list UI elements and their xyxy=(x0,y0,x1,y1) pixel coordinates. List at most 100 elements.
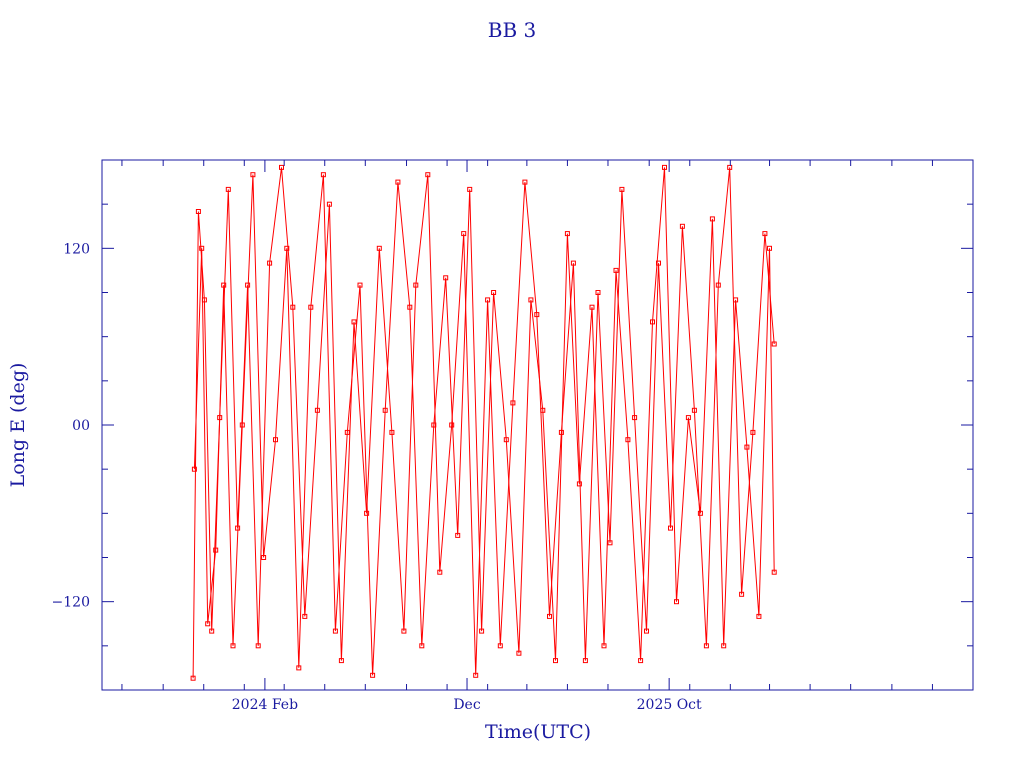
data-point xyxy=(261,555,267,560)
data-point xyxy=(662,164,667,170)
x-tick-label: 2025 Oct xyxy=(637,697,702,713)
chart-title: BB 3 xyxy=(488,18,536,42)
x-tick-label: Dec xyxy=(453,697,481,713)
data-point xyxy=(632,415,638,421)
data-point xyxy=(739,591,745,597)
data-point xyxy=(351,319,357,325)
data-point xyxy=(419,643,425,649)
data-point xyxy=(650,319,655,325)
data-point xyxy=(389,429,395,435)
y-tick-label: 120 xyxy=(63,241,90,257)
data-point xyxy=(290,304,296,310)
data-point xyxy=(302,613,308,619)
data-point xyxy=(709,216,715,222)
data-point xyxy=(638,658,644,664)
data-point xyxy=(195,209,201,214)
data-point xyxy=(239,422,245,428)
data-point xyxy=(376,245,382,251)
data-point xyxy=(619,186,625,192)
data-point xyxy=(382,407,388,413)
data-point xyxy=(338,658,344,664)
data-point xyxy=(205,621,211,627)
data-point xyxy=(255,643,261,649)
data-point xyxy=(767,245,772,251)
data-point xyxy=(190,675,196,681)
data-point xyxy=(771,569,777,575)
data-point xyxy=(589,304,595,310)
data-point xyxy=(370,672,376,678)
data-point xyxy=(473,672,479,678)
data-point xyxy=(431,422,437,428)
data-point xyxy=(443,275,449,281)
data-point xyxy=(691,407,697,413)
data-point xyxy=(213,547,219,553)
data-point xyxy=(479,628,485,634)
data-point xyxy=(727,164,733,170)
y-tick-label: 00 xyxy=(72,418,90,434)
data-point xyxy=(461,231,467,237)
data-point xyxy=(750,429,756,435)
data-point xyxy=(344,429,350,435)
data-point xyxy=(296,665,302,671)
data-point xyxy=(407,304,413,310)
data-point xyxy=(267,260,273,266)
data-point xyxy=(413,282,419,288)
data-point xyxy=(547,613,552,619)
data-point xyxy=(245,282,251,288)
data-point xyxy=(582,658,588,664)
data-point xyxy=(225,186,231,192)
data-point xyxy=(209,628,215,634)
data-point xyxy=(553,658,558,664)
y-axis-label: Long E (deg) xyxy=(7,363,29,488)
data-point xyxy=(601,643,607,649)
data-point xyxy=(756,613,762,619)
series-line-0 xyxy=(192,167,775,679)
data-point xyxy=(437,569,443,575)
data-point xyxy=(364,510,370,516)
data-point xyxy=(656,260,661,266)
data-point xyxy=(449,422,455,428)
data-point xyxy=(279,164,284,170)
x-tick-label: 2024 Feb xyxy=(232,697,298,713)
data-point xyxy=(607,540,613,546)
data-point xyxy=(668,525,673,531)
plot-frame xyxy=(101,159,974,691)
data-point xyxy=(564,231,570,237)
data-point xyxy=(455,532,461,538)
data-point xyxy=(516,650,522,656)
data-point xyxy=(733,297,739,303)
data-point xyxy=(744,444,750,450)
data-point xyxy=(221,282,227,288)
data-point xyxy=(230,643,236,649)
data-point xyxy=(762,231,768,237)
data-point xyxy=(576,481,582,487)
data-point xyxy=(685,415,691,421)
data-point xyxy=(320,172,326,178)
data-point xyxy=(674,599,679,605)
data-point xyxy=(534,312,540,318)
data-point xyxy=(503,437,509,443)
series-line-1 xyxy=(193,167,775,676)
data-point xyxy=(395,179,401,185)
y-tick-label: −120 xyxy=(52,595,90,611)
data-point xyxy=(401,628,407,634)
x-axis-label: Time(UTC) xyxy=(485,721,591,743)
data-point xyxy=(540,407,546,413)
data-point xyxy=(497,643,503,649)
data-point xyxy=(191,466,197,472)
data-point xyxy=(250,172,256,178)
data-point xyxy=(771,341,777,347)
data-point xyxy=(613,267,619,273)
data-point xyxy=(522,179,528,185)
data-point xyxy=(510,400,516,406)
data-point xyxy=(570,260,576,266)
data-point xyxy=(332,628,338,634)
data-point xyxy=(721,643,727,649)
data-point xyxy=(679,223,685,229)
data-point xyxy=(314,407,320,413)
data-point xyxy=(425,172,431,178)
data-point xyxy=(595,290,601,295)
data-point xyxy=(703,643,709,649)
data-point xyxy=(284,245,290,251)
